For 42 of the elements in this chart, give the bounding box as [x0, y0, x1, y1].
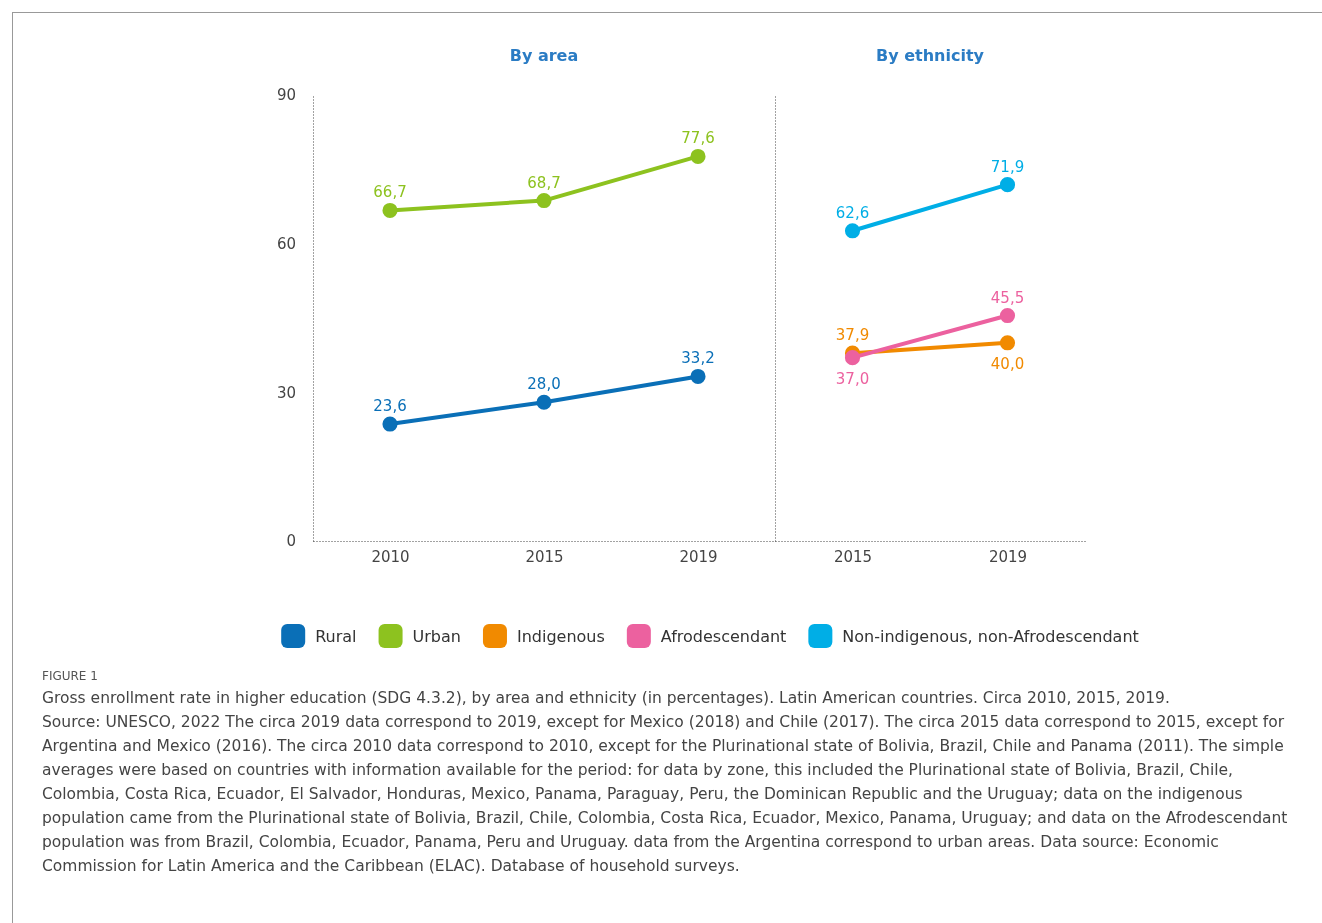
data-label: 37,9	[835, 326, 870, 345]
y-tick-label: 30	[276, 383, 296, 402]
point	[382, 202, 398, 219]
source-note: Source: UNESCO, 2022 The circa 2019 data correspond to 2019, except for Mexico (2018) and Chile (2017). The circa 2015 data correspond to 2015, except for Argentina and Mexico (2016). The circa 2010 data correspond to 2010, except for the Plurinational state of Bolivia, Brazil, Chile and Panama (2011). The simple averages were based on countries with information available for the period: for data by zone, this included the Plurinational state of Bolivia, Brazil, Chile, Colombia, Costa Rica, Ecuador, El Salvador, Honduras, Mexico, Panama, Paraguay, Peru, the Dominican Republic and the Uruguay; data on the indigenous population came from the Plurinational state of Bolivia, Brazil, Chile, Colombia, Costa Rica, Ecuador, Mexico, Panama, Uruguay; and data on the Afrodescendant population was from Brazil, Colombia, Ecuador, Panama, Peru and Uruguay. data from the Argentina correspond to urban areas. Data source: Economic Commission for Latin America and the Caribbean (ELAC). Database of household surveys.	[42, 712, 1289, 877]
x-tick-label: 2019	[679, 548, 718, 566]
y-tick-label: 60	[276, 234, 296, 253]
x-tick-label: 2015	[525, 548, 564, 566]
data-label: 77,6	[681, 129, 715, 148]
data-label: 28,0	[527, 375, 561, 394]
y-tick-label: 0	[286, 532, 296, 551]
point	[844, 350, 861, 366]
data-label: 40,0	[990, 354, 1025, 373]
point	[844, 223, 861, 239]
point	[999, 307, 1016, 324]
legend-label: Rural	[315, 627, 357, 646]
data-label: 45,5	[990, 288, 1025, 307]
point	[382, 416, 398, 432]
chart-title: By area	[509, 46, 579, 65]
data-label: 66,7	[373, 183, 407, 202]
text: Gross enrollment rate in higher education (SDG 4.3.2), by area and ethnicity (in percentages). Latin American countries. Circa 2010, 2015, 2019.	[42, 688, 1171, 709]
legend-label: Afrodescendant	[660, 627, 787, 646]
x-tick-label: 2010	[371, 548, 410, 566]
data-label: 33,2	[681, 349, 715, 368]
data-label: 68,7	[527, 173, 561, 192]
y-tick-label: 90	[276, 86, 296, 105]
chart-title: By ethnicity	[875, 46, 985, 65]
legend-label: Indigenous	[516, 627, 605, 646]
x-tick-label: 2019	[988, 548, 1028, 566]
point	[999, 335, 1016, 351]
caption: FIGURE 1	[42, 668, 99, 685]
legend-label: Non-indigenous, non-Afrodescendant	[842, 627, 1139, 646]
legend-label: Urban	[412, 627, 461, 646]
point	[690, 368, 706, 385]
point	[536, 193, 552, 209]
x-tick-label: 2015	[833, 548, 873, 566]
data-label: 23,6	[373, 397, 407, 416]
point	[536, 394, 552, 410]
point	[690, 148, 706, 164]
data-label: 71,9	[990, 157, 1025, 176]
data-label: 62,6	[835, 203, 870, 222]
data-label: 37,0	[835, 369, 870, 388]
point	[999, 177, 1016, 193]
